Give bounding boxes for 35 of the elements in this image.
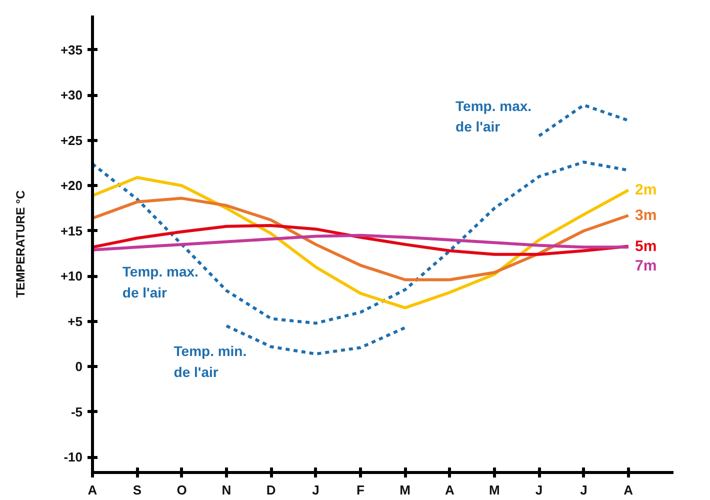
x-tick-label: A — [445, 482, 456, 498]
x-tick-label: M — [400, 482, 411, 498]
y-tick-label: +15 — [60, 223, 83, 238]
series-label: Temp. min. de l'air — [174, 343, 247, 380]
x-tick-label: D — [266, 482, 276, 498]
series-label: 5m — [635, 238, 657, 255]
line-series — [92, 176, 630, 310]
x-tick-label: J — [312, 482, 320, 498]
series-label: Temp. max. de l'air — [122, 263, 198, 300]
line-series — [92, 224, 630, 256]
x-tick-label: N — [222, 482, 232, 498]
x-tick-label: J — [535, 482, 543, 498]
y-tick-label: -10 — [64, 450, 83, 465]
y-tick-label: +35 — [60, 42, 83, 58]
x-tick-label: O — [176, 482, 187, 498]
x-tick-label: F — [356, 482, 364, 498]
y-tick-label: +30 — [60, 88, 83, 103]
x-tick-label: M — [488, 482, 500, 498]
y-tick-label: +5 — [68, 314, 83, 329]
y-tick-label: -5 — [70, 404, 83, 420]
x-tick-label: A — [624, 482, 634, 498]
y-tick-label: +20 — [60, 178, 83, 194]
line-series — [92, 234, 630, 252]
x-tick-label: J — [580, 482, 588, 498]
x-tick-label: A — [88, 482, 98, 498]
series-label: 3m — [635, 206, 657, 224]
y-tick-label: +10 — [60, 268, 83, 284]
y-tick-label: +25 — [60, 132, 83, 148]
line-series — [92, 196, 630, 282]
y-axis-title: TEMPERATURE °C — [13, 190, 28, 298]
series-label: 2m — [635, 182, 657, 199]
y-tick-label: 0 — [75, 359, 83, 374]
series-label: Temp. max. de l'air — [456, 98, 532, 135]
x-tick-label: S — [132, 482, 142, 498]
series-label: 7m — [635, 258, 657, 275]
